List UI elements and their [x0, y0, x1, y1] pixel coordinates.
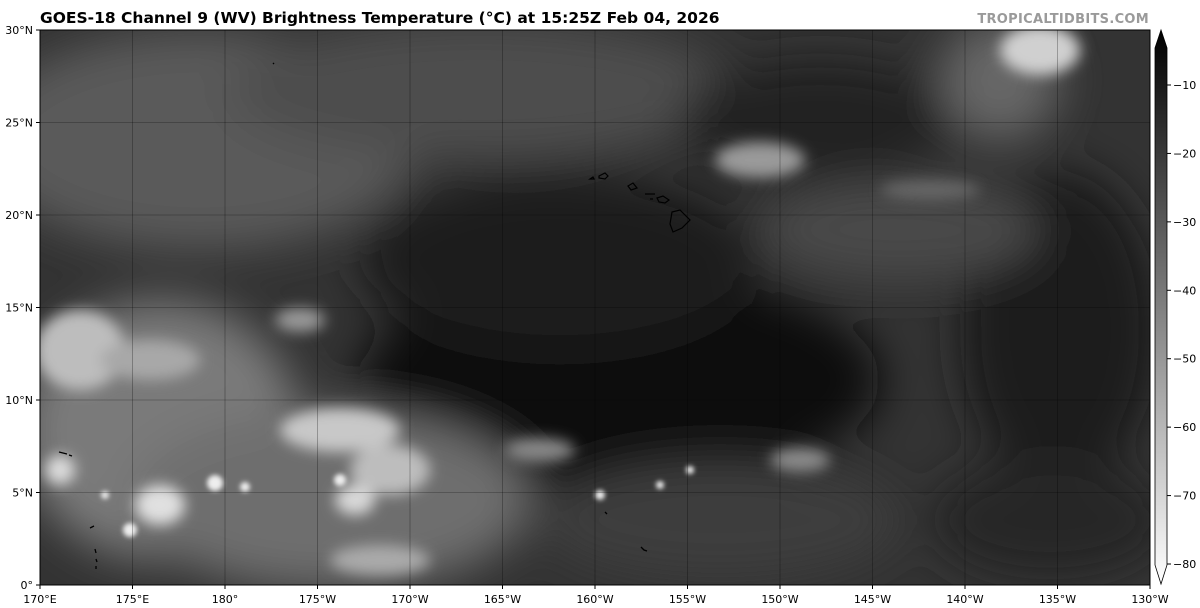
- y-tick-label: 30°N: [5, 24, 33, 37]
- hawaiian-islands: [588, 172, 691, 233]
- colorbar-tick-label: −80: [1173, 558, 1196, 571]
- y-tick-label: 15°N: [5, 302, 33, 315]
- x-tick-label: 135°W: [1039, 593, 1076, 606]
- colorbar-tick-label: −10: [1173, 79, 1196, 92]
- x-tick-label: 160°W: [576, 593, 613, 606]
- x-tick-label: 150°W: [761, 593, 798, 606]
- x-tick-label: 145°W: [854, 593, 891, 606]
- y-tick-label: 20°N: [5, 209, 33, 222]
- watermark: TROPICALTIDBITS.COM: [977, 12, 1149, 27]
- longitude-axis: 170°E 175°E 180° 175°W 170°W 165°W 160°W 155°W 1…: [23, 585, 1169, 606]
- x-tick-label: 140°W: [946, 593, 983, 606]
- latitude-axis: 0° 5°N 10°N 15°N 20°N 25°N 30°N: [5, 24, 40, 592]
- y-tick-label: 0°: [21, 579, 34, 592]
- x-tick-label: 170°E: [23, 593, 56, 606]
- colorbar-tick-label: −30: [1173, 216, 1196, 229]
- y-tick-label: 5°N: [12, 487, 33, 500]
- colorbar-tick-label: −50: [1173, 353, 1196, 366]
- x-tick-label: 180°: [212, 593, 239, 606]
- x-tick-label: 155°W: [669, 593, 706, 606]
- colorbar-tick-label: −70: [1173, 490, 1196, 503]
- x-tick-label: 175°W: [299, 593, 336, 606]
- chart-title: GOES-18 Channel 9 (WV) Brightness Temper…: [40, 9, 720, 27]
- x-tick-label: 170°W: [391, 593, 428, 606]
- colorbar-tick-label: −40: [1173, 284, 1196, 297]
- colorbar-tick-label: −60: [1173, 421, 1196, 434]
- y-tick-label: 10°N: [5, 394, 33, 407]
- colorbar: −10 −20 −30 −40 −50 −60 −70 −80: [1154, 28, 1196, 586]
- gridlines: [40, 30, 1150, 585]
- colorbar-tick-label: −20: [1173, 147, 1196, 160]
- colorbar-scale: [1154, 28, 1168, 586]
- y-tick-label: 25°N: [5, 117, 33, 130]
- x-tick-label: 175°E: [116, 593, 149, 606]
- x-tick-label: 130°W: [1131, 593, 1168, 606]
- pacific-atolls: [58, 62, 648, 569]
- water-vapor-imagery: [40, 30, 1150, 585]
- x-tick-label: 165°W: [484, 593, 521, 606]
